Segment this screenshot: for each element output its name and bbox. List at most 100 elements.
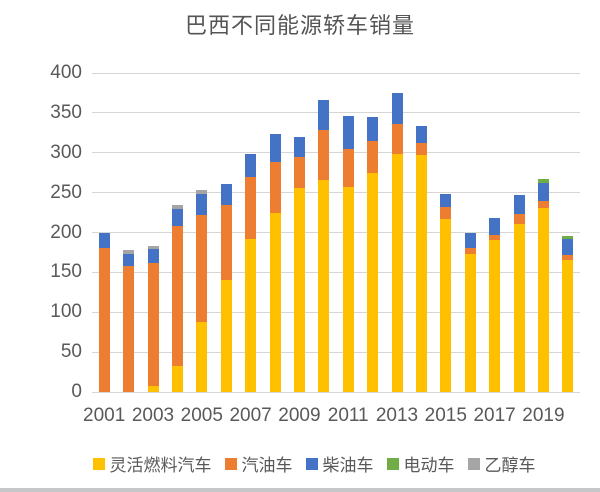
legend-item-汽油车: 汽油车 — [224, 451, 293, 476]
bar-segment-2008-柴油车 — [269, 134, 281, 162]
bar-segment-2009-柴油车 — [293, 136, 305, 157]
bar-segment-2013-汽油车 — [391, 124, 403, 155]
chart-plot-area — [92, 72, 580, 393]
bar-segment-2006-灵活燃料汽车 — [220, 280, 232, 392]
bar-segment-2007-柴油车 — [245, 153, 257, 177]
legend-item-电动车: 电动车 — [386, 451, 455, 476]
bar-segment-2003-柴油车 — [147, 249, 159, 263]
bar-segment-2005-灵活燃料汽车 — [196, 321, 208, 392]
y-tick-label-150: 150 — [50, 261, 82, 283]
legend-label: 电动车 — [403, 456, 455, 475]
gridline-100 — [92, 311, 580, 313]
y-tick-label-400: 400 — [50, 62, 82, 83]
legend-item-灵活燃料汽车: 灵活燃料汽车 — [92, 451, 212, 476]
gridline-300 — [92, 152, 580, 154]
bar-segment-2011-汽油车 — [342, 148, 354, 188]
bar-segment-2009-灵活燃料汽车 — [293, 187, 305, 392]
gridline-250 — [92, 192, 580, 194]
screenshot-bottom-edge — [0, 488, 600, 492]
bar-segment-2017-柴油车 — [489, 218, 501, 235]
bar-segment-2020-灵活燃料汽车 — [562, 259, 574, 392]
bar-segment-2014-灵活燃料汽车 — [415, 155, 427, 392]
bar-segment-2002-柴油车 — [123, 254, 135, 266]
x-tick-label-2009: 2009 — [278, 405, 321, 426]
bar-segment-2006-柴油车 — [220, 183, 232, 205]
legend-label: 柴油车 — [322, 456, 374, 475]
x-tick-label-2013: 2013 — [375, 405, 419, 426]
bar-segment-2016-柴油车 — [464, 233, 476, 248]
y-tick-label-300: 300 — [50, 141, 82, 163]
x-tick-label-2005: 2005 — [180, 405, 223, 426]
bar-segment-2003-灵活燃料汽车 — [147, 386, 159, 392]
legend-item-柴油车: 柴油车 — [305, 451, 374, 476]
bar-segment-2019-汽油车 — [537, 200, 549, 208]
bar-segment-2019-柴油车 — [537, 183, 549, 201]
bar-segment-2010-灵活燃料汽车 — [318, 179, 330, 392]
x-tick-label-2015: 2015 — [424, 405, 467, 426]
bar-segment-2015-灵活燃料汽车 — [440, 218, 452, 392]
bar-segment-2005-汽油车 — [196, 214, 208, 322]
x-tick-label-2011: 2011 — [327, 405, 369, 426]
legend-label: 乙醇车 — [484, 456, 536, 475]
legend-swatch-icon — [224, 457, 237, 470]
bar-segment-2002-汽油车 — [123, 266, 135, 392]
bar-segment-2014-汽油车 — [415, 143, 427, 156]
bar-segment-2013-柴油车 — [391, 92, 403, 125]
bar-segment-2018-灵活燃料汽车 — [513, 223, 525, 392]
gridline-0 — [92, 391, 580, 393]
y-tick-label-100: 100 — [50, 301, 82, 323]
x-tick-label-2019: 2019 — [522, 405, 565, 426]
bar-segment-2002-乙醇车 — [123, 250, 135, 255]
gridline-150 — [92, 271, 580, 273]
legend-item-乙醇车: 乙醇车 — [467, 451, 536, 476]
legend-swatch-icon — [305, 457, 318, 470]
bar-segment-2004-汽油车 — [171, 226, 183, 366]
bar-segment-2003-汽油车 — [147, 262, 159, 387]
y-tick-label-200: 200 — [50, 221, 82, 243]
bar-segment-2006-汽油车 — [220, 204, 232, 281]
bar-segment-2015-汽油车 — [440, 207, 452, 219]
bar-segment-2020-柴油车 — [562, 238, 574, 255]
gridline-350 — [92, 112, 580, 114]
legend-swatch-icon — [386, 457, 399, 470]
bar-segment-2005-乙醇车 — [196, 190, 208, 195]
bar-segment-2008-汽油车 — [269, 161, 281, 214]
bar-segment-2009-汽油车 — [293, 156, 305, 188]
bar-segment-2001-汽油车 — [98, 247, 110, 392]
gridline-200 — [92, 232, 580, 233]
x-tick-label-2001: 2001 — [83, 405, 126, 426]
chart-legend: 灵活燃料汽车 汽油车 柴油车 电动车 乙醇车 — [14, 451, 600, 476]
bar-segment-2015-柴油车 — [440, 194, 452, 207]
bar-segment-2011-柴油车 — [342, 116, 354, 149]
bar-segment-2010-柴油车 — [318, 100, 330, 130]
legend-swatch-icon — [92, 457, 105, 470]
bar-segment-2007-汽油车 — [245, 176, 257, 239]
x-tick-label-2003: 2003 — [131, 405, 175, 426]
bar-segment-2016-灵活燃料汽车 — [464, 254, 476, 392]
bar-segment-2017-灵活燃料汽车 — [489, 239, 501, 392]
bar-segment-2020-电动车 — [562, 235, 574, 239]
bar-segment-2012-柴油车 — [367, 116, 379, 141]
y-tick-label-50: 50 — [60, 341, 82, 363]
bar-segment-2020-汽油车 — [562, 254, 574, 260]
bar-segment-2017-汽油车 — [489, 234, 501, 240]
bar-segment-2005-柴油车 — [196, 194, 208, 215]
bar-segment-2013-灵活燃料汽车 — [391, 154, 403, 392]
bar-segment-2007-灵活燃料汽车 — [245, 238, 257, 392]
chart-title: 巴西不同能源轿车销量 — [184, 13, 415, 38]
bar-segment-2019-灵活燃料汽车 — [537, 207, 549, 392]
bar-segment-2018-汽油车 — [513, 214, 525, 224]
gridline-50 — [92, 351, 580, 353]
y-tick-label-350: 350 — [50, 101, 82, 123]
gridline-400 — [92, 72, 580, 74]
bar-segment-2018-柴油车 — [513, 195, 525, 215]
bar-segment-2001-柴油车 — [98, 232, 110, 248]
legend-label: 汽油车 — [241, 456, 293, 475]
bar-segment-2008-灵活燃料汽车 — [269, 213, 281, 392]
y-tick-label-0: 0 — [71, 381, 82, 402]
bar-segment-2004-乙醇车 — [171, 205, 183, 210]
bar-segment-2010-汽油车 — [318, 129, 330, 180]
legend-swatch-icon — [467, 457, 480, 470]
bar-segment-2019-电动车 — [537, 179, 549, 184]
